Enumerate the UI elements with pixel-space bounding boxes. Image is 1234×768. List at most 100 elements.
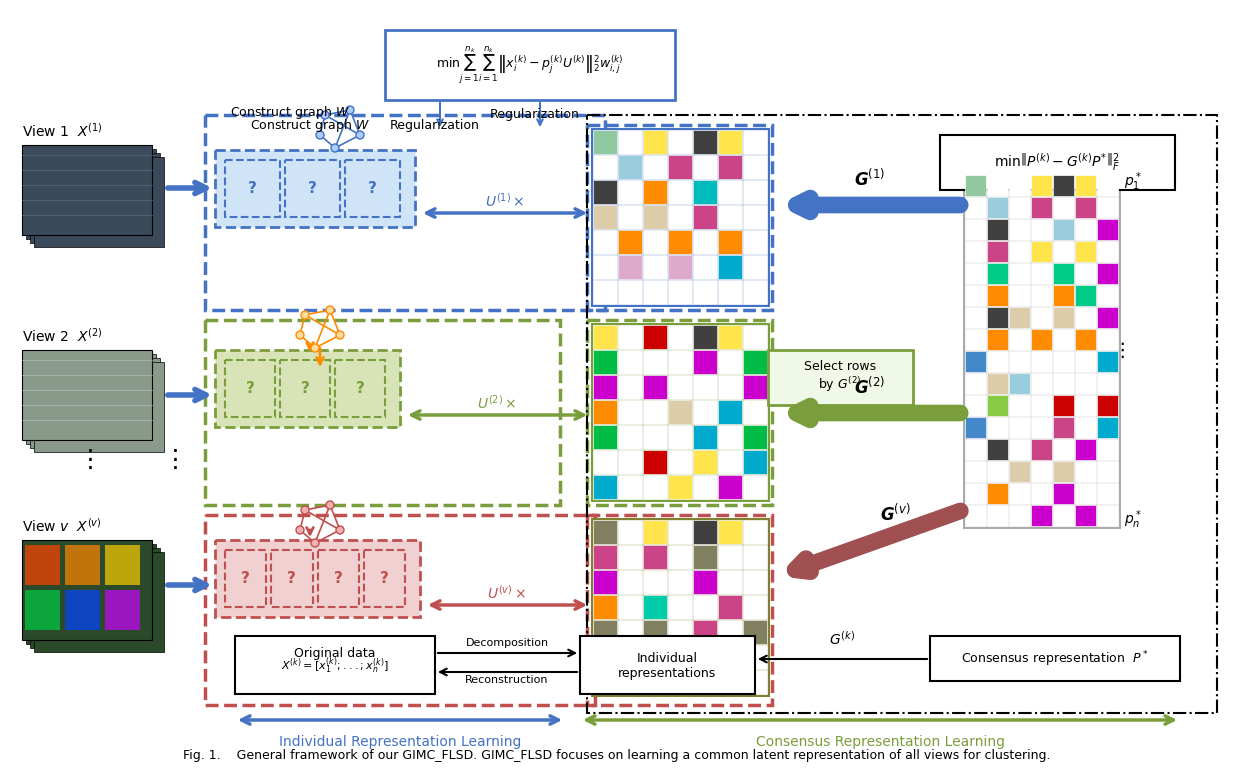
Bar [987, 417, 1008, 438]
Bar [385, 30, 675, 100]
Bar [618, 230, 642, 254]
Bar [618, 400, 642, 424]
Bar [280, 360, 329, 417]
Bar [1009, 395, 1030, 416]
Bar [234, 636, 436, 694]
Bar [1009, 483, 1030, 504]
Bar [1009, 505, 1030, 526]
Bar [1075, 461, 1096, 482]
Bar [594, 325, 617, 349]
Bar [694, 255, 717, 279]
Bar [668, 670, 692, 694]
Text: ⋮: ⋮ [78, 448, 102, 472]
Bar [618, 545, 642, 569]
Bar [694, 520, 717, 544]
Circle shape [355, 131, 364, 139]
Bar [1030, 505, 1053, 526]
Text: Construct graph $W$: Construct graph $W$ [251, 117, 370, 134]
Bar [694, 155, 717, 179]
Bar [718, 280, 742, 304]
Bar [643, 475, 668, 499]
Bar [743, 570, 768, 594]
Bar [1075, 241, 1096, 262]
Bar [1097, 351, 1118, 372]
Bar [587, 125, 772, 310]
Bar [718, 400, 742, 424]
Bar [668, 155, 692, 179]
Bar [743, 375, 768, 399]
Bar [718, 325, 742, 349]
Text: View 2  $X^{(2)}$: View 2 $X^{(2)}$ [22, 327, 102, 345]
Bar [694, 425, 717, 449]
Text: Original data: Original data [294, 647, 375, 660]
Text: ?: ? [288, 571, 296, 586]
Bar [215, 150, 415, 227]
Text: ⋮: ⋮ [1112, 340, 1132, 359]
Circle shape [301, 506, 308, 514]
Bar [1009, 439, 1030, 460]
Text: Select rows
by $G^{(2)}$: Select rows by $G^{(2)}$ [803, 359, 876, 394]
Bar [1030, 307, 1053, 328]
Bar [587, 515, 772, 705]
Bar [1097, 285, 1118, 306]
Bar [668, 205, 692, 229]
Bar [694, 130, 717, 154]
Bar [987, 307, 1008, 328]
Bar [965, 307, 986, 328]
Bar [1009, 285, 1030, 306]
Bar [668, 570, 692, 594]
Bar [643, 570, 668, 594]
Bar [22, 145, 152, 235]
Bar [594, 205, 617, 229]
Bar [618, 645, 642, 669]
Text: $U^{(2)} \times$: $U^{(2)} \times$ [478, 394, 517, 412]
Bar [694, 180, 717, 204]
Bar [743, 205, 768, 229]
Text: Individual
representations: Individual representations [618, 652, 716, 680]
Bar [594, 645, 617, 669]
Bar [580, 636, 755, 694]
Bar [618, 670, 642, 694]
Text: Regularization: Regularization [390, 118, 480, 131]
Bar [1053, 351, 1074, 372]
Bar [718, 375, 742, 399]
Bar [668, 255, 692, 279]
Bar [205, 115, 605, 310]
Bar [718, 545, 742, 569]
Bar [1097, 219, 1118, 240]
Bar [694, 595, 717, 619]
Bar [987, 351, 1008, 372]
Bar [587, 115, 1217, 713]
Bar [718, 595, 742, 619]
Bar [1075, 263, 1096, 284]
Bar [694, 450, 717, 474]
Text: Reconstruction: Reconstruction [465, 675, 549, 685]
Bar [65, 545, 100, 585]
Bar [594, 620, 617, 644]
Text: Consensus representation  $P^*$: Consensus representation $P^*$ [961, 649, 1149, 669]
Text: ?: ? [248, 181, 257, 196]
Bar [694, 230, 717, 254]
Bar [940, 135, 1175, 190]
Text: ?: ? [308, 181, 317, 196]
Bar [987, 395, 1008, 416]
Bar [22, 540, 152, 640]
Bar [694, 475, 717, 499]
Bar [1030, 351, 1053, 372]
Circle shape [311, 539, 320, 547]
Bar [25, 590, 60, 630]
Bar [1030, 461, 1053, 482]
Bar [963, 173, 1120, 529]
Bar [668, 130, 692, 154]
Bar [965, 175, 986, 196]
Bar [1053, 263, 1074, 284]
Bar [1053, 439, 1074, 460]
Bar [1053, 307, 1074, 328]
Bar [35, 157, 164, 247]
Bar [965, 395, 986, 416]
Bar [718, 620, 742, 644]
Bar [1030, 175, 1053, 196]
Bar [743, 130, 768, 154]
Bar [1097, 505, 1118, 526]
Bar [965, 285, 986, 306]
